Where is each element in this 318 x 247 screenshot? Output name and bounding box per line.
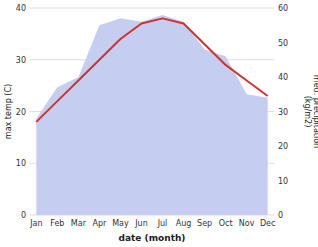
x-tick-label: Jan [29,219,42,228]
x-tick-label: Jun [134,219,148,228]
x-tick-label: Sep [197,219,212,228]
x-axis-label: date (month) [119,233,186,243]
grid [30,8,274,215]
x-tick-label: Nov [239,219,255,228]
x-tick-label: Dec [260,219,275,228]
x-tick-label: Aug [176,219,192,228]
y-tick-label: 0 [21,211,26,220]
x-tick-label: Mar [71,219,87,228]
y2-tick-label: 0 [278,211,283,220]
y2-axis-label: med. precipitation(kg/m2) [303,75,318,148]
x-tick-label: Jul [157,219,168,228]
y-tick-label: 20 [16,108,26,117]
plot-area [36,15,267,215]
y-tick-label: 30 [16,56,26,65]
y2-tick-label: 10 [278,177,288,186]
label-line: med. precipitation [312,75,318,148]
area [36,15,267,215]
y2-tick-label: 30 [278,108,288,117]
y-tick-label: 40 [16,4,26,13]
y2-tick-label: 50 [278,39,288,48]
chart: 0 10 20 30 40 0 10 20 30 40 50 60 Jan Feb Mar Apr May Jun… [0,0,318,247]
x-tick-label: May [112,219,129,228]
line [36,18,267,122]
x-tick-label: Feb [50,219,64,228]
x-tick-label: Apr [92,219,107,228]
y-tick-label: 10 [16,159,26,168]
label-line: (kg/m2) [303,96,312,128]
tick-labels: 0 10 20 30 40 0 10 20 30 40 50 60 Jan Feb Mar Apr May Jun… [16,4,288,228]
y2-tick-label: 60 [278,4,288,13]
grid-line [30,8,274,9]
x-tick-label: Oct [219,219,233,228]
y2-tick-label: 20 [278,142,288,151]
y2-tick-label: 40 [278,73,288,82]
y-axis-label: max temp (C) [4,84,13,139]
